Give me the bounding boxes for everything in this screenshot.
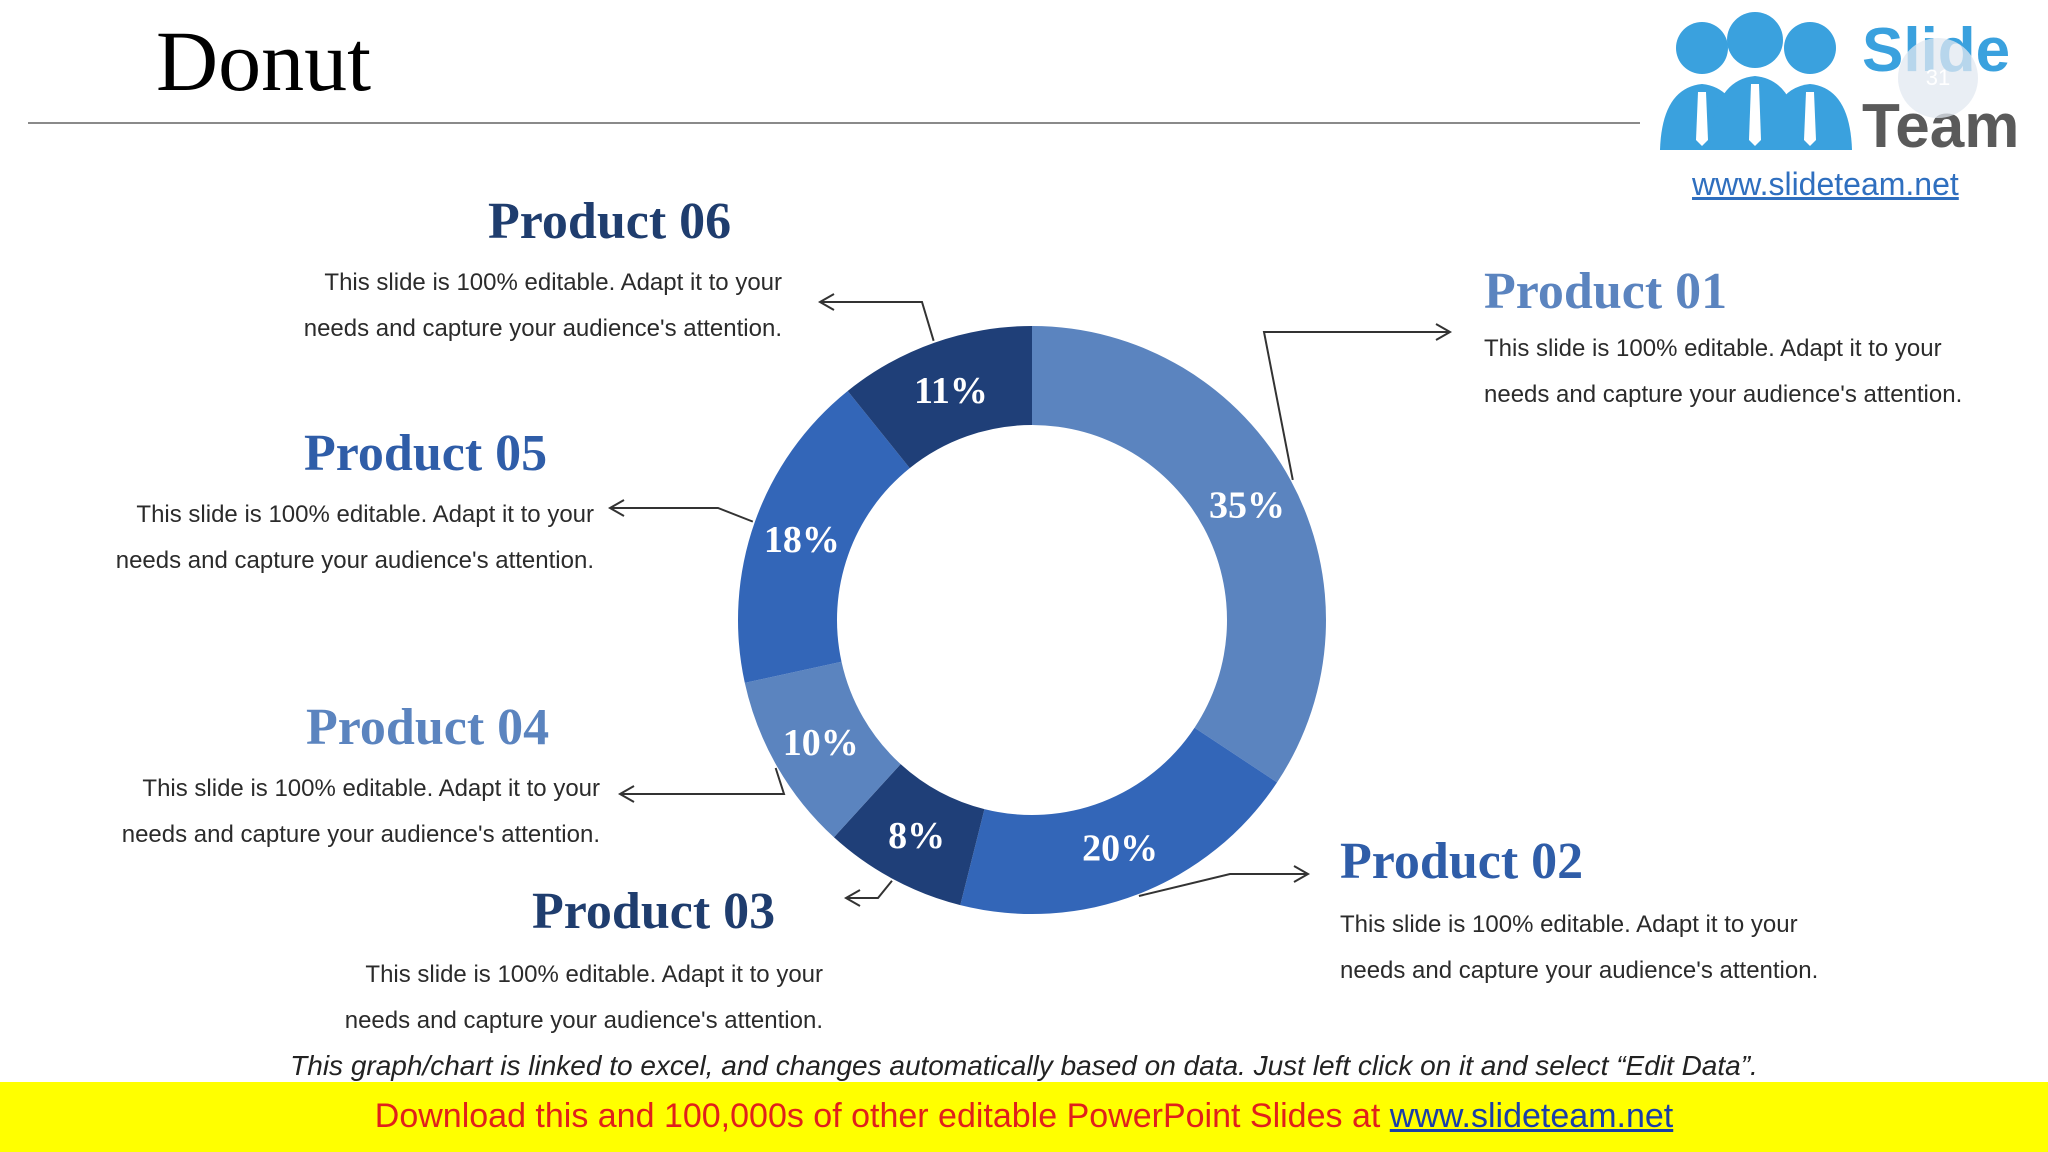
product-01-title: Product 01 bbox=[1484, 263, 1728, 320]
donut-slices bbox=[737, 326, 1327, 914]
product-06-desc-line2: needs and capture your audience's attent… bbox=[303, 315, 782, 342]
slice-value-label-5: 18% bbox=[764, 519, 840, 561]
callout-arrowhead-4 bbox=[617, 785, 635, 803]
callout-arrowhead-2 bbox=[1293, 865, 1311, 883]
product-05-desc-line2: needs and capture your audience's attent… bbox=[115, 547, 594, 574]
product-03-desc-line2: needs and capture your audience's attent… bbox=[344, 1007, 823, 1034]
banner-message: Download this and 100,000s of other edit… bbox=[374, 1097, 1390, 1135]
donut-slice-5[interactable] bbox=[737, 390, 910, 683]
slice-value-label-3: 8% bbox=[888, 815, 945, 857]
donut-slice-6[interactable] bbox=[847, 326, 1032, 469]
product-05-description: This slide is 100% editable. Adapt it to… bbox=[34, 492, 594, 584]
callout-arrowhead-5 bbox=[607, 499, 625, 517]
product-02-description: This slide is 100% editable. Adapt it to… bbox=[1340, 902, 1900, 994]
product-05-title: Product 05 bbox=[304, 425, 548, 482]
product-06-description: This slide is 100% editable. Adapt it to… bbox=[222, 260, 782, 352]
donut-slice-3[interactable] bbox=[833, 764, 985, 906]
callout-line-1 bbox=[1262, 331, 1450, 481]
callout-connectors bbox=[607, 293, 1453, 907]
product-01-description: This slide is 100% editable. Adapt it to… bbox=[1484, 326, 2044, 418]
page-number-badge: 31 bbox=[1898, 38, 1978, 118]
title-divider bbox=[28, 122, 1640, 124]
donut-slice-2[interactable] bbox=[960, 727, 1278, 914]
product-02-title: Product 02 bbox=[1340, 833, 1584, 890]
product-04-title: Product 04 bbox=[306, 699, 550, 756]
callout-line-6 bbox=[820, 301, 935, 342]
download-banner: Download this and 100,000s of other edit… bbox=[0, 1082, 2048, 1152]
donut-value-labels: 35% 20% 8% 10% 18% 11% bbox=[764, 370, 1285, 870]
donut-slice-1[interactable] bbox=[1032, 326, 1327, 783]
callout-arrowhead-6 bbox=[817, 293, 835, 311]
slide-title: Donut bbox=[156, 13, 371, 109]
callout-line-5 bbox=[610, 507, 754, 523]
product-02-desc-line1: This slide is 100% editable. Adapt it to… bbox=[1340, 911, 1798, 938]
product-06-desc-line1: This slide is 100% editable. Adapt it to… bbox=[324, 269, 782, 296]
callout-line-3 bbox=[846, 880, 893, 899]
product-03-description: This slide is 100% editable. Adapt it to… bbox=[263, 952, 823, 1044]
callout-line-4 bbox=[620, 767, 786, 795]
product-03-title: Product 03 bbox=[532, 883, 776, 940]
product-03-desc-line1: This slide is 100% editable. Adapt it to… bbox=[365, 961, 823, 988]
slice-value-label-4: 10% bbox=[783, 722, 859, 764]
donut-slice-4[interactable] bbox=[744, 661, 901, 838]
product-05-desc-line1: This slide is 100% editable. Adapt it to… bbox=[136, 501, 594, 528]
callout-line-2 bbox=[1138, 873, 1308, 897]
people-icon bbox=[1660, 12, 1852, 150]
product-01-desc-line1: This slide is 100% editable. Adapt it to… bbox=[1484, 335, 1942, 362]
product-01-desc-line2: needs and capture your audience's attent… bbox=[1484, 381, 1963, 408]
slice-value-label-6: 11% bbox=[914, 370, 988, 412]
slice-value-label-1: 35% bbox=[1209, 485, 1285, 527]
banner-link[interactable]: www.slideteam.net bbox=[1389, 1097, 1674, 1135]
callout-arrowhead-1 bbox=[1435, 323, 1453, 341]
callout-arrowhead-3 bbox=[843, 889, 861, 907]
product-04-description: This slide is 100% editable. Adapt it to… bbox=[40, 766, 600, 858]
product-06-title: Product 06 bbox=[488, 193, 732, 250]
chart-footnote: This graph/chart is linked to excel, and… bbox=[290, 1050, 1758, 1081]
product-04-desc-line2: needs and capture your audience's attent… bbox=[121, 821, 600, 848]
product-02-desc-line2: needs and capture your audience's attent… bbox=[1340, 957, 1819, 984]
banner-text: Download this and 100,000s of other edit… bbox=[375, 1099, 1673, 1133]
product-04-desc-line1: This slide is 100% editable. Adapt it to… bbox=[142, 775, 600, 802]
logo-url[interactable]: www.slideteam.net bbox=[1692, 166, 1959, 202]
slice-value-label-2: 20% bbox=[1082, 828, 1158, 870]
